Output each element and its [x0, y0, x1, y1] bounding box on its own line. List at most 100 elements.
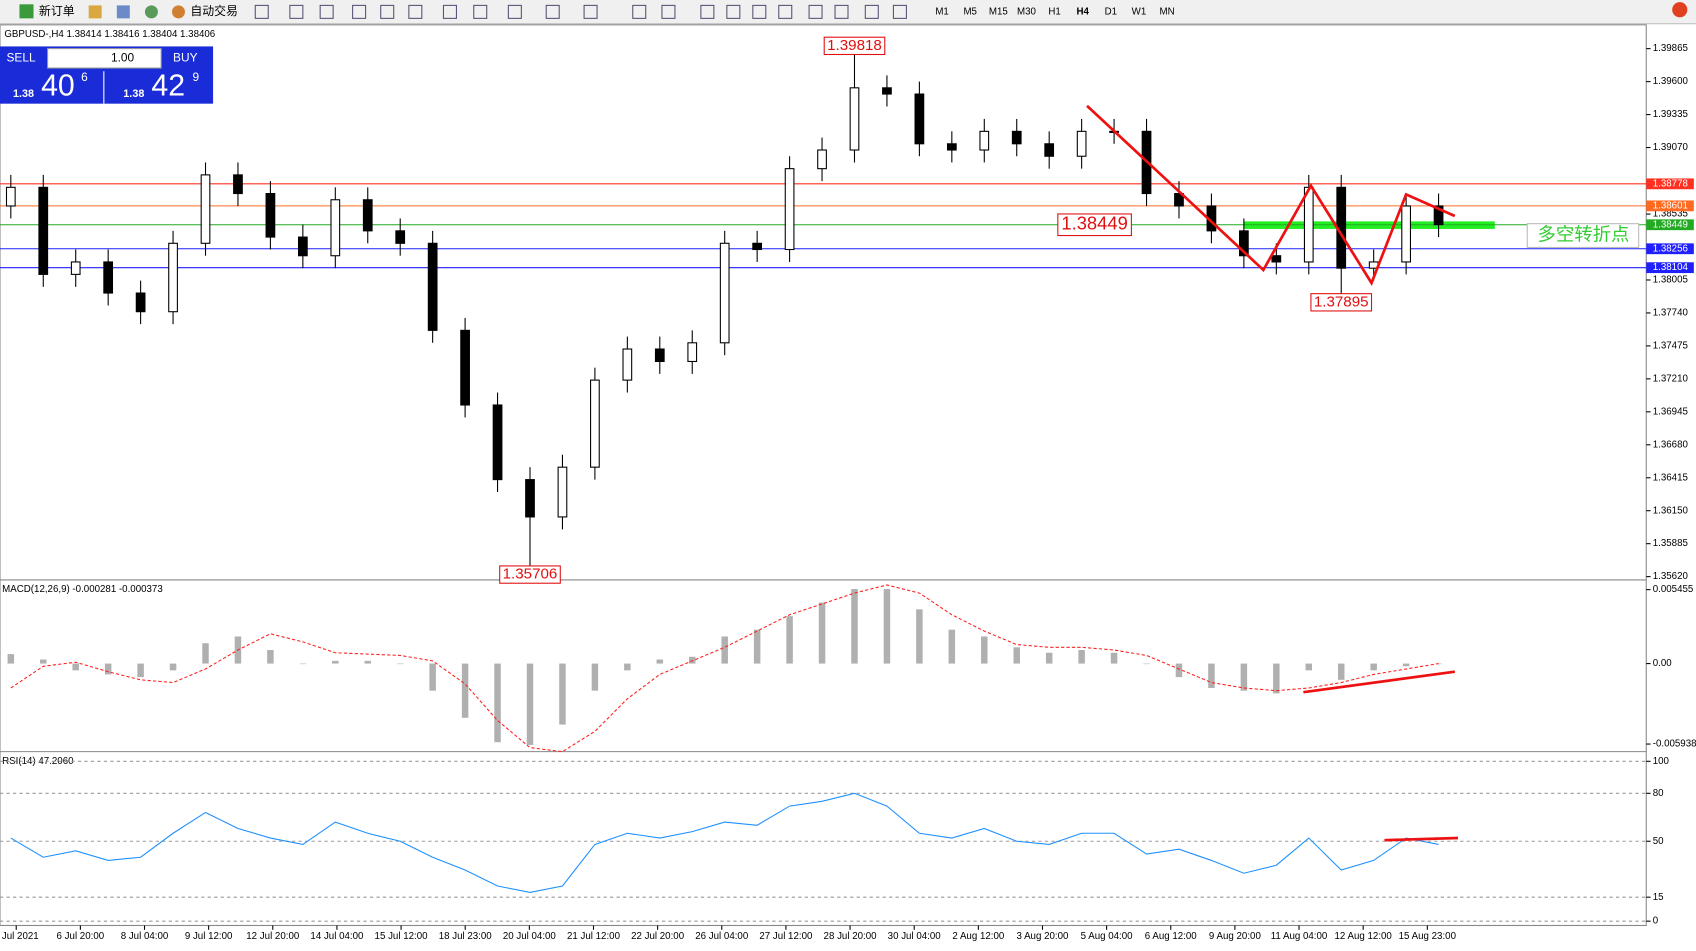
- auto-trade-icon[interactable]: [171, 5, 185, 19]
- y-tick-label: 1.36150: [1653, 505, 1689, 516]
- tool-icon[interactable]: [473, 4, 488, 19]
- tool-icon[interactable]: [726, 4, 741, 19]
- annotation: 1.39818: [827, 37, 882, 54]
- x-tick-label: 30 Jul 04:00: [888, 931, 942, 942]
- timeframe[interactable]: H1: [1048, 6, 1060, 17]
- histogram-bar: [461, 663, 469, 718]
- level-tag: [1646, 243, 1694, 255]
- candle-body: [882, 87, 892, 95]
- lots[interactable]: 1.00: [111, 50, 135, 64]
- timeframe[interactable]: D1: [1105, 6, 1117, 17]
- sell-button[interactable]: SELL: [6, 50, 35, 64]
- candle-body: [70, 261, 81, 275]
- x-tick-label: 6 Aug 12:00: [1145, 931, 1198, 942]
- candle-body: [979, 130, 990, 151]
- new-order[interactable]: 新订单: [39, 4, 75, 18]
- timeframe[interactable]: M5: [963, 6, 977, 17]
- x-tick-label: 21 Jul 12:00: [567, 931, 621, 942]
- auto-trade[interactable]: 自动交易: [190, 4, 238, 18]
- tool-icon[interactable]: [545, 4, 560, 19]
- y-tick-label: 1.38535: [1653, 209, 1688, 220]
- histogram-bar: [1370, 663, 1377, 671]
- tool-icon[interactable]: [380, 4, 395, 19]
- timeframe[interactable]: M1: [935, 6, 949, 17]
- rsi-line: [10, 792, 1439, 893]
- tool-icon[interactable]: [892, 4, 907, 19]
- y-tick-label: 0: [1653, 916, 1659, 927]
- histogram-bar: [883, 589, 891, 664]
- icon[interactable]: [116, 5, 130, 19]
- tool-icon[interactable]: [778, 4, 793, 19]
- icon[interactable]: [88, 5, 102, 19]
- new-order-icon[interactable]: [19, 4, 34, 19]
- tool-icon[interactable]: [632, 4, 647, 19]
- histogram-bar: [689, 656, 696, 664]
- x-tick-label: 28 Jul 20:00: [824, 931, 878, 942]
- bid-prefix: 1.38: [13, 88, 34, 100]
- level-tag: [1646, 219, 1694, 231]
- tool-icon[interactable]: [661, 4, 676, 19]
- candle-body: [525, 479, 535, 518]
- annotation: 1.37895: [1314, 293, 1369, 310]
- y-tick-label: 1.36415: [1653, 472, 1688, 483]
- timeframe[interactable]: W1: [1132, 6, 1147, 17]
- x-tick-label: 6 Jul 20:00: [57, 931, 105, 942]
- y-tick-label: 1.39070: [1653, 142, 1689, 153]
- tool-icon[interactable]: [289, 4, 304, 19]
- x-tick-label: 27 Jul 12:00: [759, 931, 813, 942]
- tool-icon[interactable]: [808, 4, 823, 19]
- histogram-bar: [1078, 650, 1085, 664]
- annotation-box: [823, 36, 886, 56]
- ask-prefix: 1.38: [123, 88, 144, 100]
- y-tick-label: 0.005455: [1653, 584, 1694, 595]
- candle-body: [557, 466, 568, 518]
- tool-icon[interactable]: [752, 4, 767, 19]
- candle-body: [1303, 186, 1314, 263]
- trade-panel: SELL BUY 1.00 1.38 40 6 1.38 42 9: [0, 46, 214, 104]
- tool-icon[interactable]: [700, 4, 715, 19]
- tool-icon[interactable]: [319, 4, 334, 19]
- level-label: 1.38601: [1653, 200, 1688, 211]
- timeframe[interactable]: MN: [1160, 6, 1175, 17]
- y-tick-label: 1.39600: [1653, 76, 1689, 87]
- x-tick-label: 3 Aug 20:00: [1017, 931, 1070, 942]
- x-tick-label: 14 Jul 04:00: [310, 931, 364, 942]
- candle-body: [103, 261, 114, 294]
- candle-body: [914, 93, 925, 145]
- rsi-title: RSI(14) 47.2060: [2, 756, 74, 767]
- y-tick-label: 1.36945: [1653, 406, 1688, 417]
- candle-body: [752, 242, 763, 251]
- x-tick-label: 20 Jul 04:00: [503, 931, 557, 942]
- tool-icon[interactable]: [254, 4, 269, 19]
- tool-icon[interactable]: [583, 4, 598, 19]
- icon[interactable]: [144, 5, 158, 19]
- candle-body: [946, 143, 957, 151]
- timeframes: M1 M5 M15 M30 H1 H4 D1 W1 MN: [935, 6, 1174, 17]
- tool-icon[interactable]: [507, 4, 522, 19]
- candle-body: [265, 193, 276, 238]
- tool-icon[interactable]: [352, 4, 367, 19]
- histogram-bar: [591, 663, 599, 691]
- histogram-bar: [753, 629, 761, 664]
- histogram-bar: [656, 659, 664, 664]
- candle-body: [1076, 130, 1087, 157]
- timeframe[interactable]: M15: [989, 6, 1008, 17]
- histogram-bar: [1110, 652, 1118, 664]
- candle-body: [200, 174, 211, 244]
- bid-small: 6: [81, 70, 88, 84]
- notification[interactable]: [1672, 2, 1688, 18]
- timeframe[interactable]: M30: [1017, 6, 1037, 17]
- tool-icon[interactable]: [442, 4, 457, 19]
- buy-button[interactable]: BUY: [173, 50, 198, 64]
- annotation-box: [499, 565, 561, 584]
- candle-body: [168, 242, 178, 313]
- note-box: [1526, 223, 1640, 248]
- y-tick-label: 1.38005: [1653, 275, 1688, 286]
- tool-icon[interactable]: [408, 4, 423, 19]
- candle-body: [1011, 130, 1022, 145]
- tool-icon[interactable]: [834, 4, 849, 19]
- tool-icon[interactable]: [864, 4, 879, 19]
- timeframe[interactable]: H4: [1076, 6, 1089, 17]
- x-tick-label: 15 Aug 23:00: [1399, 931, 1457, 942]
